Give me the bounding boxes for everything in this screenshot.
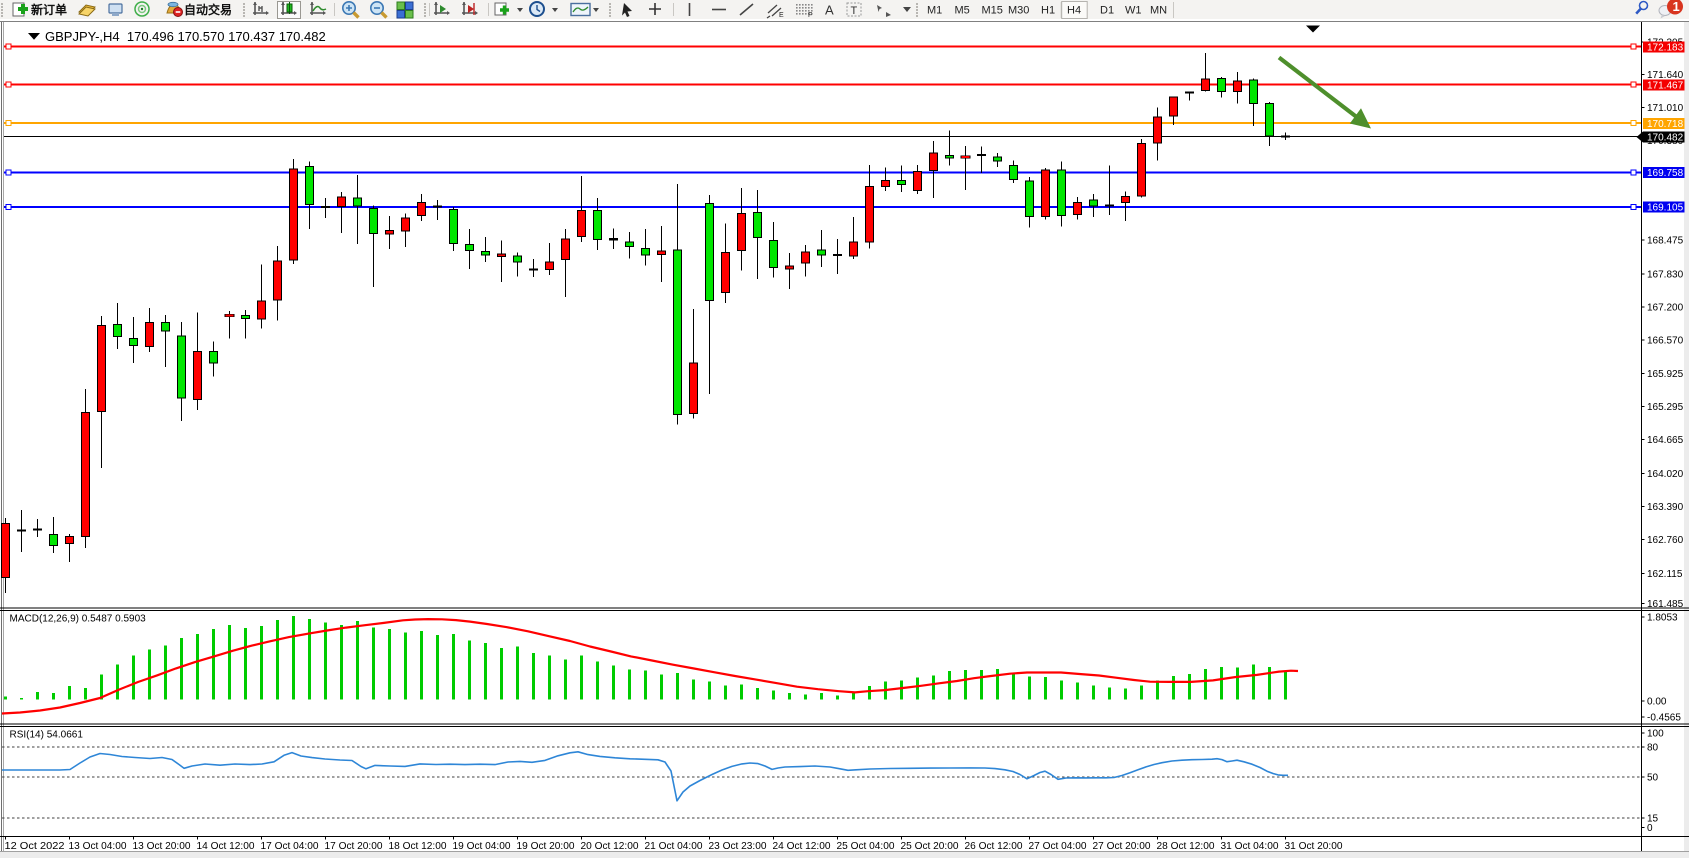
svg-text:T: T bbox=[851, 5, 858, 17]
svg-text:171.467: 171.467 bbox=[1647, 81, 1684, 92]
svg-text:A: A bbox=[825, 3, 834, 18]
svg-text:170.718: 170.718 bbox=[1647, 119, 1684, 130]
svg-text:-0.4565: -0.4565 bbox=[1647, 713, 1681, 724]
svg-text:163.390: 163.390 bbox=[1647, 502, 1684, 513]
svg-text:171.640: 171.640 bbox=[1647, 70, 1684, 81]
svg-text:GBPJPY-,H4 170.496 170.570 17: GBPJPY-,H4 170.496 170.570 170.437 170.4… bbox=[45, 29, 326, 44]
svg-text:24 Oct 12:00: 24 Oct 12:00 bbox=[773, 840, 831, 852]
svg-text:20 Oct 12:00: 20 Oct 12:00 bbox=[581, 840, 639, 852]
svg-text:1: 1 bbox=[1673, 0, 1680, 14]
svg-text:162.760: 162.760 bbox=[1647, 535, 1684, 546]
svg-text:165.295: 165.295 bbox=[1647, 402, 1684, 413]
svg-text:169.105: 169.105 bbox=[1647, 203, 1684, 214]
svg-text:31 Oct 04:00: 31 Oct 04:00 bbox=[1221, 840, 1279, 852]
svg-text:168.475: 168.475 bbox=[1647, 236, 1684, 247]
svg-text:18 Oct 12:00: 18 Oct 12:00 bbox=[389, 840, 447, 852]
svg-text:12 Oct 2022: 12 Oct 2022 bbox=[5, 840, 65, 852]
svg-text:28 Oct 12:00: 28 Oct 12:00 bbox=[1157, 840, 1215, 852]
svg-text:D1: D1 bbox=[1100, 5, 1114, 17]
svg-text:21 Oct 04:00: 21 Oct 04:00 bbox=[645, 840, 703, 852]
svg-text:25 Oct 20:00: 25 Oct 20:00 bbox=[901, 840, 959, 852]
svg-text:13 Oct 04:00: 13 Oct 04:00 bbox=[69, 840, 127, 852]
svg-text:H1: H1 bbox=[1041, 5, 1055, 17]
svg-text:M30: M30 bbox=[1008, 5, 1029, 17]
svg-text:MN: MN bbox=[1150, 5, 1167, 17]
svg-text:167.200: 167.200 bbox=[1647, 302, 1684, 313]
svg-text:167.830: 167.830 bbox=[1647, 269, 1684, 280]
svg-text:171.010: 171.010 bbox=[1647, 103, 1684, 114]
svg-text:100: 100 bbox=[1647, 729, 1664, 740]
svg-text:27 Oct 20:00: 27 Oct 20:00 bbox=[1093, 840, 1151, 852]
svg-text:170.482: 170.482 bbox=[1647, 133, 1684, 144]
svg-text:13 Oct 20:00: 13 Oct 20:00 bbox=[133, 840, 191, 852]
svg-text:23 Oct 23:00: 23 Oct 23:00 bbox=[709, 840, 767, 852]
svg-text:166.570: 166.570 bbox=[1647, 335, 1684, 346]
svg-text:F: F bbox=[808, 12, 812, 19]
svg-text:31 Oct 20:00: 31 Oct 20:00 bbox=[1285, 840, 1343, 852]
svg-text:164.665: 164.665 bbox=[1647, 435, 1684, 446]
svg-text:169.758: 169.758 bbox=[1647, 168, 1684, 179]
svg-text:80: 80 bbox=[1647, 743, 1659, 754]
svg-text:162.115: 162.115 bbox=[1647, 569, 1683, 580]
svg-text:W1: W1 bbox=[1125, 5, 1142, 17]
svg-text:RSI(14) 54.0661: RSI(14) 54.0661 bbox=[10, 729, 84, 740]
svg-text:新订单: 新订单 bbox=[31, 2, 67, 17]
svg-text:0: 0 bbox=[1647, 823, 1653, 834]
svg-text:MACD(12,26,9) 0.5487 0.5903: MACD(12,26,9) 0.5487 0.5903 bbox=[10, 613, 147, 624]
svg-text:26 Oct 12:00: 26 Oct 12:00 bbox=[965, 840, 1023, 852]
svg-text:17 Oct 04:00: 17 Oct 04:00 bbox=[261, 840, 319, 852]
svg-text:27 Oct 04:00: 27 Oct 04:00 bbox=[1029, 840, 1087, 852]
svg-text:50: 50 bbox=[1647, 773, 1659, 784]
svg-text:E: E bbox=[779, 12, 784, 19]
svg-text:M1: M1 bbox=[927, 5, 942, 17]
svg-text:19 Oct 04:00: 19 Oct 04:00 bbox=[453, 840, 511, 852]
svg-text:165.925: 165.925 bbox=[1647, 369, 1684, 380]
svg-text:M5: M5 bbox=[955, 5, 970, 17]
svg-text:161.485: 161.485 bbox=[1647, 599, 1684, 610]
svg-text:0.00: 0.00 bbox=[1647, 696, 1667, 707]
svg-text:19 Oct 20:00: 19 Oct 20:00 bbox=[517, 840, 575, 852]
svg-text:17 Oct 20:00: 17 Oct 20:00 bbox=[325, 840, 383, 852]
svg-text:164.020: 164.020 bbox=[1647, 469, 1684, 480]
svg-text:172.183: 172.183 bbox=[1647, 43, 1684, 54]
svg-text:1.8053: 1.8053 bbox=[1647, 613, 1678, 624]
svg-text:H4: H4 bbox=[1067, 5, 1081, 17]
svg-text:14 Oct 12:00: 14 Oct 12:00 bbox=[197, 840, 255, 852]
svg-text:15: 15 bbox=[1647, 814, 1659, 825]
svg-text:25 Oct 04:00: 25 Oct 04:00 bbox=[837, 840, 895, 852]
svg-text:M15: M15 bbox=[982, 5, 1003, 17]
svg-text:自动交易: 自动交易 bbox=[184, 2, 232, 17]
